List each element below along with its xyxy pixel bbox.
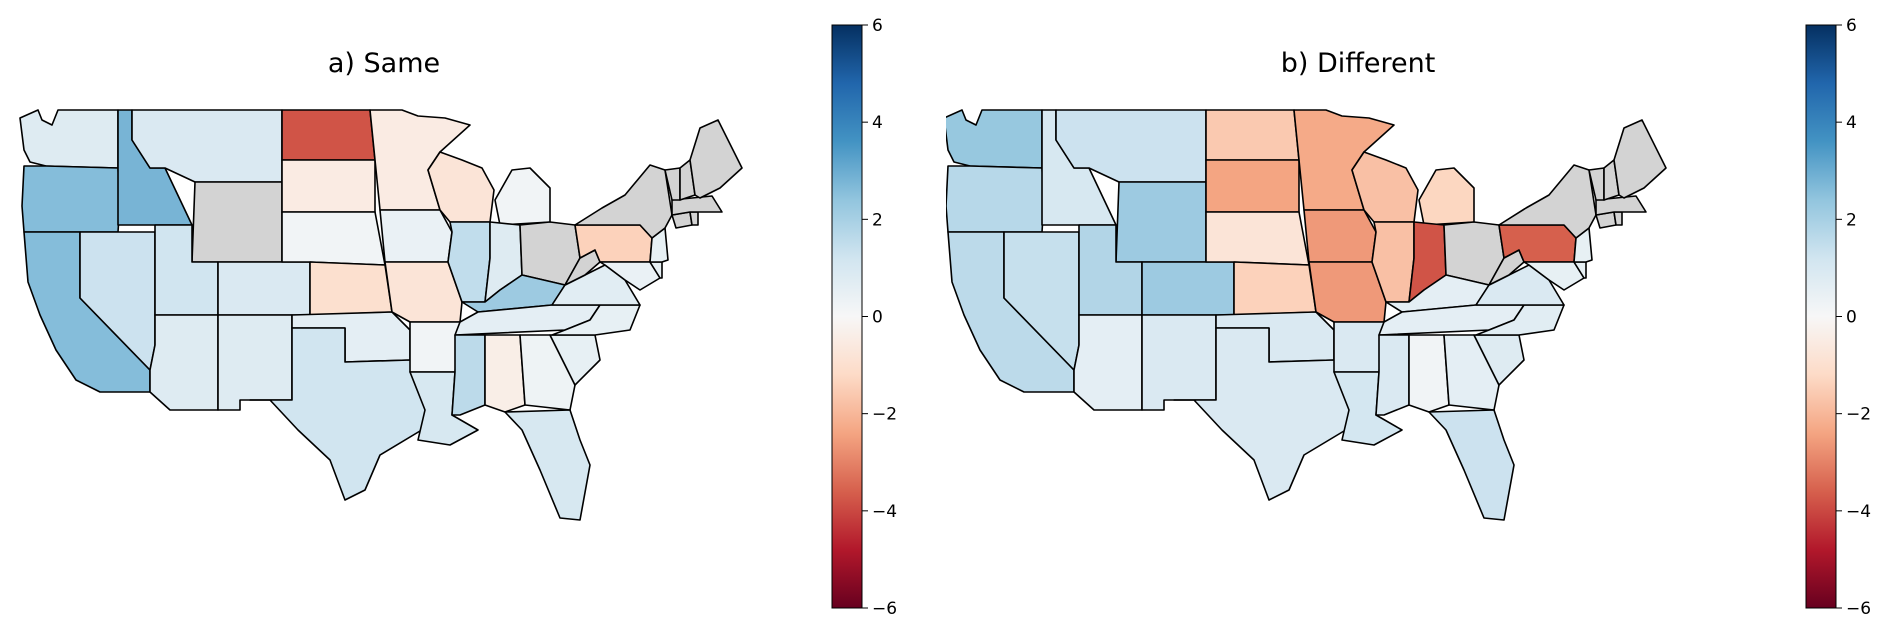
state-wa xyxy=(943,109,1043,169)
state-nd xyxy=(281,109,376,161)
map-panel-same: a) Same 6 4 2 0 −2 −4 −6 xyxy=(0,0,946,633)
colorbar-tick-label: 4 xyxy=(1846,113,1857,133)
panel-title: b) Different xyxy=(1281,48,1436,79)
state-co xyxy=(217,261,311,316)
state-ia xyxy=(379,209,453,263)
state-ne xyxy=(281,211,386,266)
state-nm xyxy=(1141,314,1217,411)
colorbar-tick-label: 6 xyxy=(872,16,883,36)
colorbar-tick-label: −4 xyxy=(1846,502,1871,522)
colorbar-tick-label: −6 xyxy=(1846,599,1871,619)
state-ny xyxy=(574,164,673,239)
state-me xyxy=(1613,119,1667,199)
us-state-map xyxy=(943,109,1667,521)
colorbar-tick-label: 2 xyxy=(1846,210,1857,230)
state-ia xyxy=(1303,209,1377,263)
state-wa xyxy=(19,109,119,169)
state-or xyxy=(945,165,1045,233)
state-ms xyxy=(1375,334,1410,416)
colorbar-tick-label: −2 xyxy=(1846,405,1871,425)
state-ms xyxy=(451,334,486,416)
state-fl xyxy=(504,409,591,521)
colorbar-gradient xyxy=(831,24,863,609)
colorbar-tick-label: 6 xyxy=(1846,16,1857,36)
state-wy xyxy=(191,181,283,263)
state-mi xyxy=(494,167,551,226)
state-ga xyxy=(519,334,576,411)
colorbar: 6 4 2 0 −2 −4 −6 xyxy=(831,16,897,619)
state-co xyxy=(1141,261,1235,316)
colorbar-tick-label: 0 xyxy=(872,308,883,328)
state-wi xyxy=(1351,151,1419,223)
state-ar xyxy=(409,321,461,373)
map-svg: a) Same 6 4 2 0 −2 −4 −6 xyxy=(19,16,897,619)
state-ks xyxy=(309,261,393,316)
state-ri xyxy=(1613,211,1623,226)
state-or xyxy=(21,165,121,233)
colorbar-tick-label: 4 xyxy=(872,113,883,133)
state-ne xyxy=(1205,211,1310,266)
state-ma xyxy=(1595,195,1647,216)
state-mi xyxy=(1418,167,1475,226)
state-ny xyxy=(1498,164,1597,239)
panel-title: a) Same xyxy=(328,48,440,79)
colorbar-gradient xyxy=(1805,24,1837,609)
colorbar-tick-label: −6 xyxy=(872,599,897,619)
map-panel-different: b) Different 6 4 2 0 −2 −4 −6 xyxy=(943,0,1892,633)
colorbar: 6 4 2 0 −2 −4 −6 xyxy=(1805,16,1871,619)
state-wi xyxy=(427,151,495,223)
state-ks xyxy=(1233,261,1317,316)
colorbar-tick-label: −4 xyxy=(872,502,897,522)
state-ga xyxy=(1443,334,1500,411)
us-state-map xyxy=(19,109,743,521)
state-wy xyxy=(1115,181,1207,263)
state-az xyxy=(149,314,219,411)
state-az xyxy=(1073,314,1143,411)
colorbar-tick-label: 2 xyxy=(872,210,883,230)
state-ar xyxy=(1333,321,1385,373)
map-svg: b) Different 6 4 2 0 −2 −4 −6 xyxy=(943,16,1871,619)
colorbar-tick-label: 0 xyxy=(1846,308,1857,328)
state-sd xyxy=(281,159,376,213)
state-nd xyxy=(1205,109,1300,161)
state-al xyxy=(1408,334,1450,413)
colorbar-tick-label: −2 xyxy=(872,405,897,425)
state-ri xyxy=(689,211,699,226)
state-me xyxy=(689,119,743,199)
state-sd xyxy=(1205,159,1300,213)
state-ma xyxy=(671,195,723,216)
state-nm xyxy=(217,314,293,411)
state-fl xyxy=(1428,409,1515,521)
state-al xyxy=(484,334,526,413)
